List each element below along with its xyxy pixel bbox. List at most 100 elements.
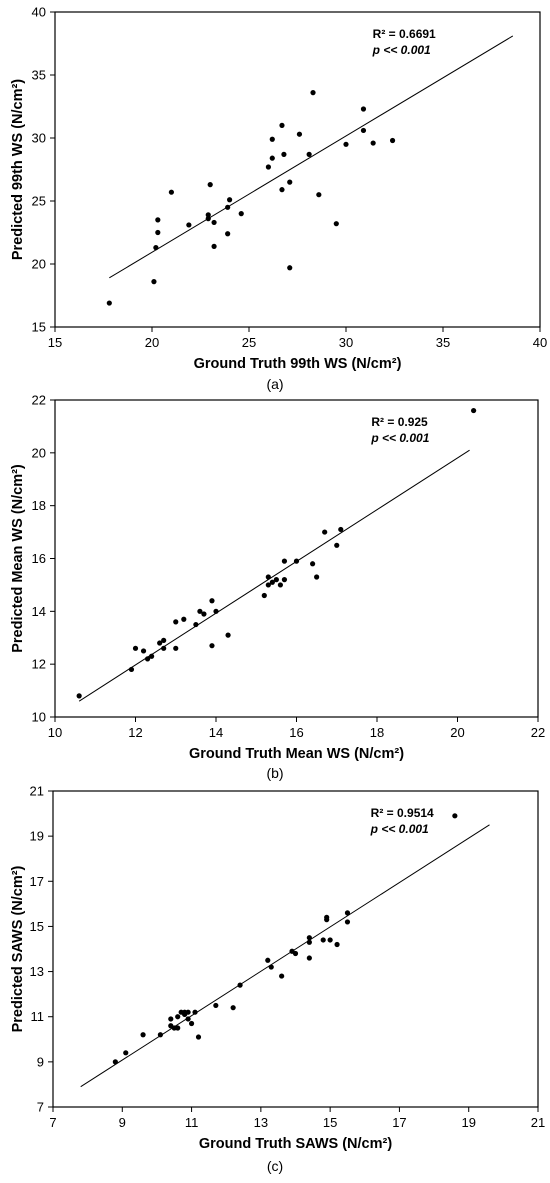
data-point [343,141,349,147]
plot-frame [54,11,541,328]
x-tick-label: 10 [48,725,62,740]
data-point [76,693,82,699]
x-tick-label: 30 [339,335,353,350]
y-tick-label: 40 [32,5,46,20]
data-point [128,666,135,673]
data-point [277,582,283,588]
x-tick-label: 14 [209,725,223,740]
x-axis-title: Ground Truth SAWS (N/cm²) [199,1136,392,1152]
y-axis-title: Predicted SAWS (N/cm²) [10,865,26,1032]
panel-caption: (b) [266,765,283,781]
data-point [188,1020,195,1027]
p-value-annotation: p << 0.001 [370,431,429,445]
data-point [227,197,233,203]
data-point [287,265,293,271]
x-tick-label: 7 [49,1115,56,1130]
data-point [173,619,179,625]
data-point [213,608,219,614]
x-tick-label: 9 [119,1115,126,1130]
y-tick-label: 21 [30,784,44,799]
data-point [205,212,211,218]
x-tick-label: 25 [242,335,256,350]
x-tick-label: 35 [436,335,450,350]
data-point [175,1014,181,1020]
x-tick-label: 19 [461,1115,475,1130]
y-tick-label: 30 [32,131,46,146]
data-point [185,1016,191,1022]
data-point [327,937,333,943]
data-point [269,136,275,142]
data-point [334,941,340,948]
data-point [333,221,339,227]
y-tick-label: 15 [32,320,46,335]
data-point [279,122,285,128]
data-point [265,582,271,588]
data-point [238,211,244,217]
r-squared-annotation: R² = 0.925 [371,415,428,429]
data-point [261,592,267,599]
data-point [334,542,340,548]
x-tick-label: 13 [254,1115,268,1130]
x-tick-label: 21 [531,1115,545,1130]
x-tick-label: 20 [145,335,159,350]
p-value-annotation: p << 0.001 [370,822,429,836]
x-tick-label: 17 [392,1115,406,1130]
y-tick-label: 15 [30,919,44,934]
data-point [230,1005,236,1011]
data-point [144,656,151,662]
data-point [281,558,288,564]
data-point [268,964,274,970]
y-tick-label: 10 [32,710,46,725]
data-point [360,106,367,112]
data-point [225,204,231,210]
data-point [209,598,215,604]
data-point [265,574,271,580]
data-point [201,611,207,617]
scatter-panel-3: 7 9 11 13 15 17 19 21 7 9 11 13 15 17 19 21 R² = 0.9514 p… [10,784,545,1175]
data-point [322,529,328,535]
data-point [471,407,477,414]
data-point [225,632,231,638]
plot-frame [54,399,539,718]
data-point [157,640,163,646]
data-point [306,935,312,941]
data-point [265,164,271,170]
data-point [314,574,320,580]
panel-caption: (c) [267,1158,283,1174]
y-tick-label: 17 [30,874,44,889]
data-point [293,558,300,564]
data-point [370,140,376,146]
data-point [211,219,217,226]
data-point [287,179,293,185]
x-tick-label: 20 [450,725,464,740]
data-point [106,300,112,306]
y-tick-label: 14 [32,604,46,619]
data-point [279,187,285,193]
y-tick-label: 25 [32,194,46,209]
data-point [310,90,316,96]
data-point [389,137,396,144]
data-point [181,616,187,622]
y-tick-label: 11 [31,1009,45,1024]
trend-line [78,449,470,702]
x-tick-label: 16 [289,725,303,740]
data-point [213,1002,219,1009]
r-squared-annotation: R² = 0.6691 [373,27,436,41]
r-squared-annotation: R² = 0.9514 [371,806,434,820]
x-axis-title: Ground Truth Mean WS (N/cm²) [189,746,404,762]
data-point [140,648,147,654]
x-tick-label: 15 [48,335,62,350]
data-point [324,914,330,921]
data-point [320,937,326,943]
data-point [306,955,312,961]
data-point [112,1059,118,1065]
data-point [452,813,458,819]
data-point [292,950,299,957]
data-point [344,910,351,916]
y-tick-label: 16 [32,551,46,566]
data-point [157,1032,163,1038]
data-point [161,645,167,651]
y-tick-label: 22 [32,393,46,408]
y-tick-label: 12 [32,657,46,672]
data-point [209,643,215,649]
